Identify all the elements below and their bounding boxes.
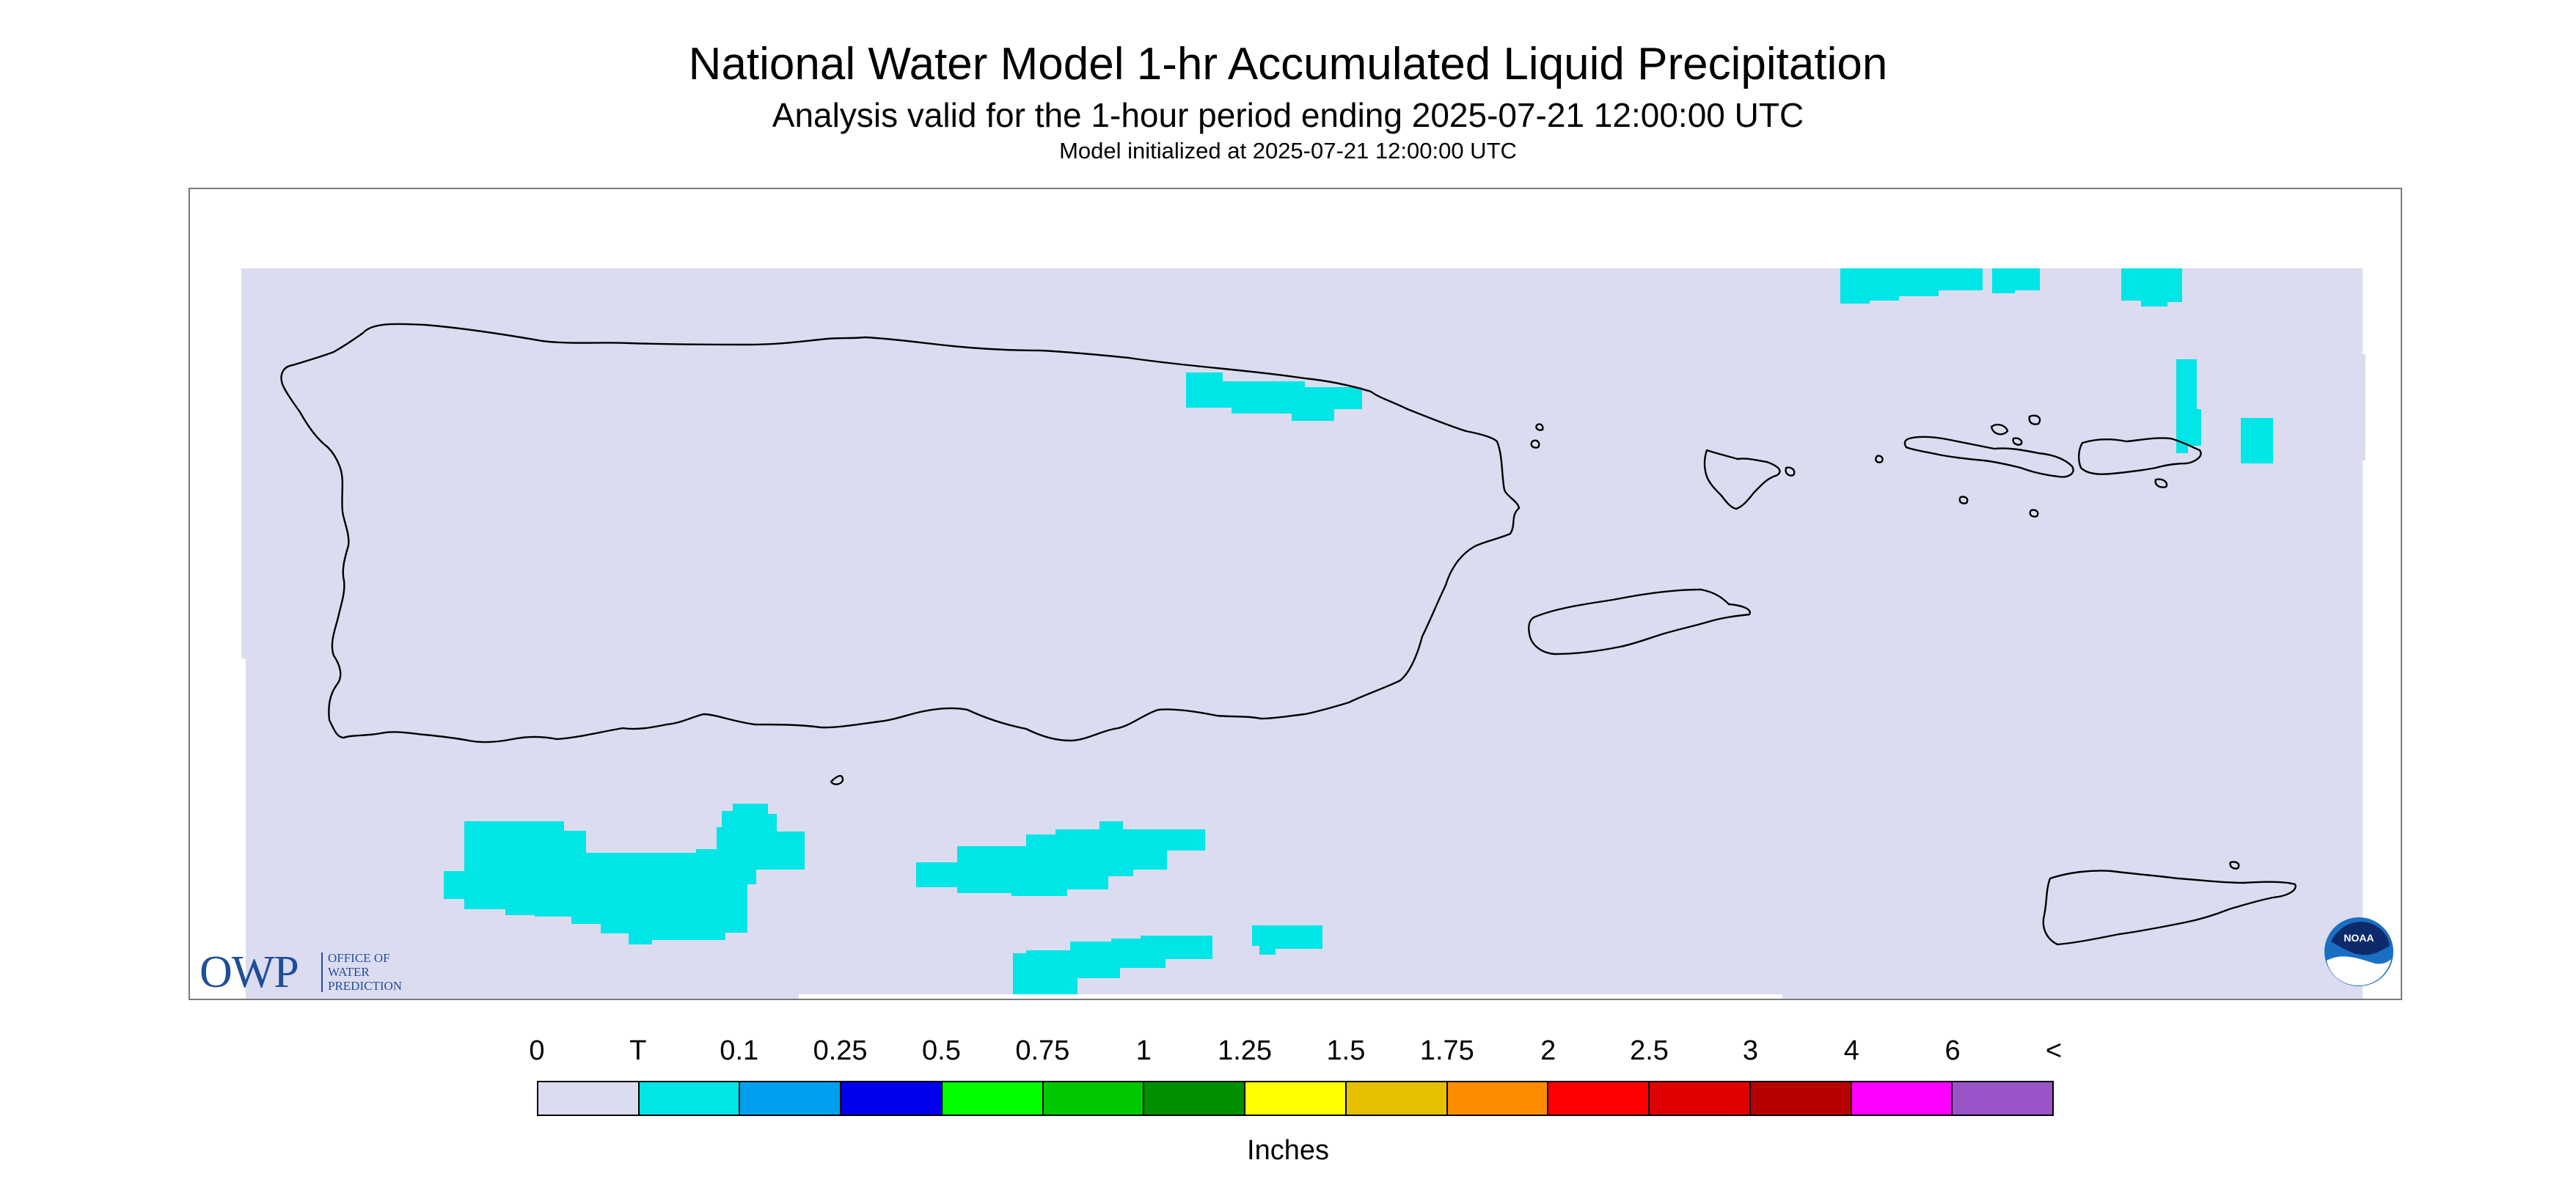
islet-coast	[2154, 478, 2168, 488]
precip-area	[1992, 268, 2040, 293]
map-title: National Water Model 1-hr Accumulated Li…	[688, 39, 1888, 89]
map-canvas	[241, 268, 2365, 999]
precip-area	[1840, 268, 1983, 304]
coastlines	[280, 323, 2297, 946]
islet-coast	[1990, 423, 2009, 436]
st-croix-coast	[2042, 870, 2297, 946]
legend-units: Inches	[1247, 1135, 1329, 1166]
legend-label: 2	[1540, 1035, 1556, 1066]
islet-coast	[2229, 861, 2240, 870]
precip-area	[2176, 359, 2201, 453]
legend-label: 3	[1742, 1035, 1758, 1066]
precip-area	[916, 821, 1205, 896]
islet-coast	[1958, 496, 1969, 504]
legend-label: 6	[1944, 1035, 1961, 1066]
legend-label: 1	[1135, 1035, 1152, 1066]
islet-coast	[1785, 466, 1796, 477]
legend-label: 0.25	[813, 1035, 868, 1066]
legend-label: 0.1	[720, 1035, 759, 1066]
islet-coast	[2028, 414, 2041, 425]
owp-logo-line: WATER	[328, 965, 370, 979]
map-subtitle: Analysis valid for the 1-hour period end…	[772, 96, 1804, 134]
legend-swatch	[1750, 1082, 1852, 1115]
legend-label: 0	[529, 1035, 545, 1066]
legend-swatch	[639, 1082, 741, 1115]
culebra-coast	[1703, 449, 1781, 510]
legend-swatch	[1245, 1082, 1347, 1115]
precip-area	[1013, 936, 1212, 994]
islet-coast	[2012, 437, 2023, 446]
legend-label: 0.5	[922, 1035, 961, 1066]
islet-coast	[1875, 455, 1884, 463]
islet-coast	[830, 774, 844, 785]
legend-label: 1.5	[1326, 1035, 1366, 1066]
vieques-coast	[1528, 588, 1752, 656]
precip-area	[444, 804, 805, 944]
legend-label: <	[2045, 1035, 2063, 1066]
legend-swatch	[1144, 1082, 1246, 1115]
islet-coast	[1535, 423, 1544, 431]
precip-trace-areas	[444, 268, 2273, 994]
legend-swatch	[1043, 1082, 1145, 1115]
legend-label: 1.25	[1218, 1035, 1273, 1066]
legend-swatch	[942, 1082, 1044, 1115]
precip-area	[1252, 925, 1322, 955]
legend-swatch	[1346, 1082, 1448, 1115]
legend-swatch	[1953, 1082, 2053, 1115]
st-thomas-coast	[1903, 436, 2074, 478]
map-panel	[189, 188, 2402, 1000]
legend-swatch	[841, 1082, 943, 1115]
legend-swatch	[1548, 1082, 1650, 1115]
islet-coast	[1530, 439, 1540, 449]
legend-swatch	[740, 1082, 842, 1115]
owp-logo-mark: OWP	[200, 947, 299, 997]
legend-colorbar	[537, 1081, 2054, 1116]
model-init-text: Model initialized at 2025-07-21 12:00:00…	[1059, 138, 1517, 164]
legend-label: T	[629, 1035, 647, 1066]
legend-label: 0.75	[1015, 1035, 1070, 1066]
legend-label: 1.75	[1419, 1035, 1474, 1066]
owp-logo-line: OFFICE OF	[328, 951, 390, 965]
precip-area	[2121, 268, 2182, 306]
noaa-logo-text: NOAA	[2343, 932, 2374, 944]
owp-logo-text: OFFICE OF WATER PREDICTION	[328, 951, 402, 993]
legend-labels: 0 T 0.1 0.25 0.5 0.75 1 1.25 1.5 1.75 2 2.5 3 4 6 <	[0, 1035, 2576, 1079]
precip-area	[2241, 418, 2273, 463]
precip-area	[1186, 372, 1362, 421]
legend-swatch	[1650, 1082, 1751, 1115]
islet-coast	[2029, 509, 2039, 518]
noaa-logo: NOAA	[2324, 917, 2393, 986]
legend-swatch	[1851, 1082, 1953, 1115]
owp-logo-line: PREDICTION	[328, 979, 403, 993]
legend-swatch	[1447, 1082, 1549, 1115]
owp-logo: OWP OFFICE OF WATER PREDICTION	[200, 950, 434, 995]
st-john-coast	[2078, 437, 2202, 475]
owp-logo-divider	[321, 952, 323, 992]
legend-swatch	[538, 1082, 640, 1115]
legend-label: 2.5	[1630, 1035, 1669, 1066]
legend-label: 4	[1843, 1035, 1859, 1066]
puerto-rico-coast	[280, 323, 1521, 744]
